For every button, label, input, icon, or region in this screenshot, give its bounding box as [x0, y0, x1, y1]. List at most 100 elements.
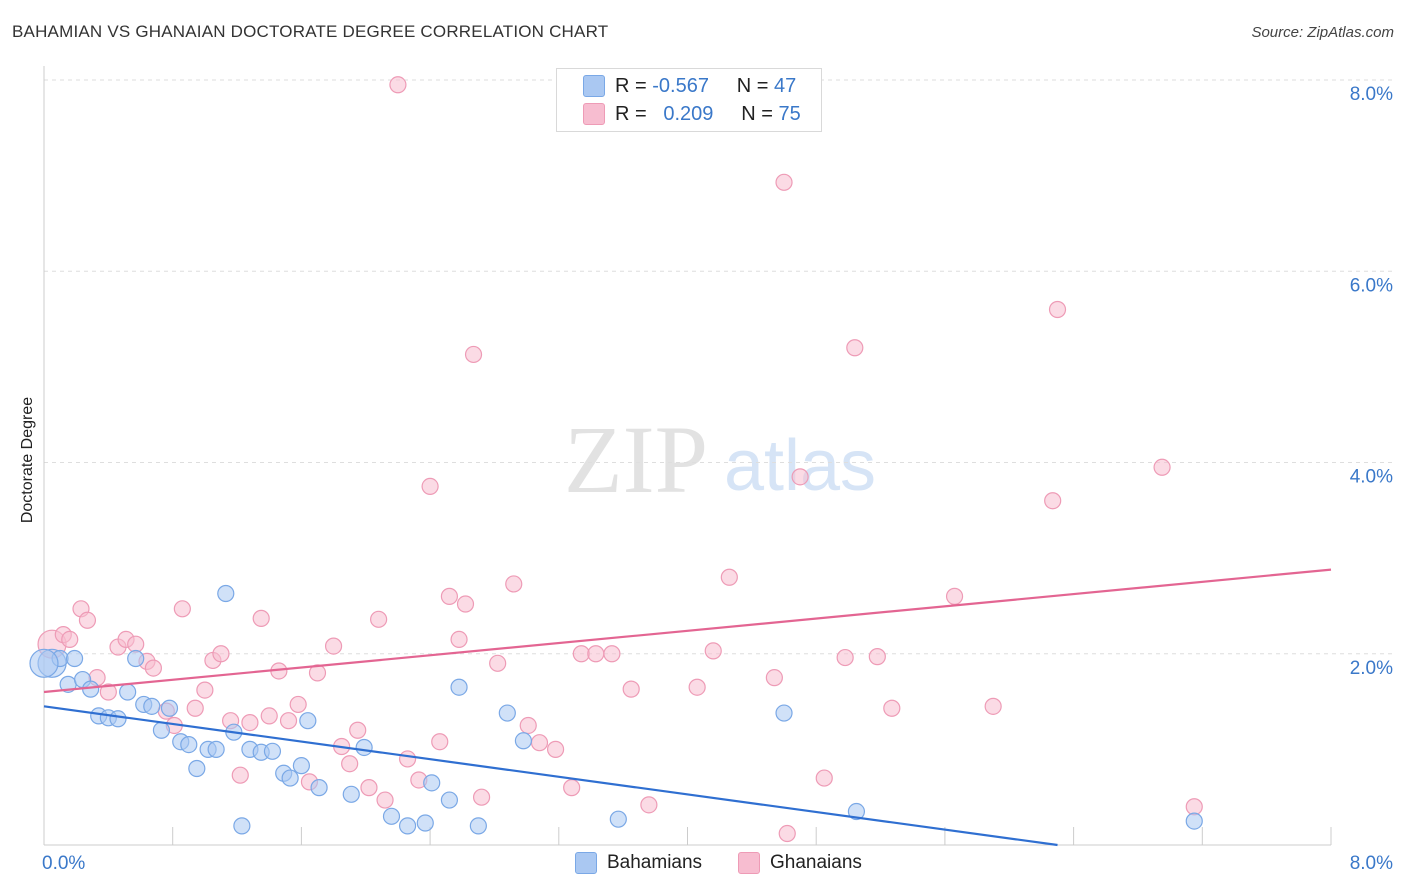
ghanaian-point — [99, 683, 117, 701]
r-label: R = — [615, 102, 647, 125]
ghanaian-point — [260, 707, 278, 725]
ghanaian-point — [546, 740, 565, 758]
bahamian-point — [207, 740, 225, 758]
ghanaian-point — [815, 769, 833, 787]
bahamian-point — [65, 649, 84, 668]
ghanaian-point — [61, 630, 79, 649]
ghanaian-point — [360, 779, 378, 797]
bahamian-point — [299, 712, 317, 730]
bahamian-point — [160, 699, 179, 717]
ghanaian-point — [587, 645, 605, 663]
n-label: N = — [736, 74, 769, 97]
n-value: 47 — [774, 74, 797, 97]
ghanaian-point — [464, 345, 483, 364]
ghanaian-point — [846, 339, 864, 357]
bahamian-point — [152, 721, 171, 739]
ghanaian-point — [173, 600, 191, 618]
x-tick-label: 0.0% — [42, 853, 85, 874]
ghanaian-point — [791, 468, 809, 486]
ghanaian-point — [765, 669, 783, 687]
bahamian-point — [217, 584, 235, 603]
ghanaian-point — [376, 791, 394, 809]
bahamian-point — [143, 697, 161, 715]
ghanaian-point — [324, 637, 343, 655]
bahamian-point — [498, 704, 516, 722]
r-label: R = — [615, 74, 647, 97]
ghanaian-point — [308, 664, 327, 682]
ghanaian-point — [1044, 492, 1062, 510]
legend-item-ghanaians[interactable]: Ghanaians — [738, 852, 862, 874]
bahamian-point — [469, 817, 487, 835]
y-tick-label: 6.0% — [1350, 275, 1393, 296]
legend-item-bahamians[interactable]: Bahamians — [575, 852, 702, 874]
r-value: -0.567 — [652, 74, 709, 97]
ghanaian-point — [421, 477, 439, 496]
ghanaian-point — [704, 642, 722, 660]
ghanaian-point — [349, 721, 367, 739]
bahamian-point — [342, 785, 360, 803]
y-tick-label: 4.0% — [1350, 467, 1393, 488]
ghanaian-point — [775, 173, 793, 191]
legend-label: Bahamians — [607, 852, 703, 873]
ghanaian-point — [505, 575, 523, 593]
n-value: 75 — [778, 102, 801, 125]
ghanaian-point — [1185, 798, 1203, 816]
ghanaian-point — [984, 697, 1002, 715]
ghanaian-point — [450, 630, 468, 649]
bahamian-point — [29, 648, 59, 678]
ghanaian-point — [530, 734, 549, 752]
bahamian-point — [188, 759, 206, 778]
bahamian-point — [514, 732, 533, 750]
ghanaian-point — [241, 713, 259, 732]
watermark-zip: ZIP — [564, 406, 708, 513]
bahamian-point — [355, 738, 373, 757]
ghanaian-point — [252, 609, 270, 627]
series-legend: Bahamians Ghanaians — [0, 850, 1406, 878]
bahamian-point — [775, 704, 793, 722]
ghanaian-point — [144, 659, 162, 677]
ghanaian-point — [778, 824, 796, 843]
bahamian-point — [423, 774, 441, 792]
bahamian-point — [398, 817, 417, 835]
ghanaian-point — [127, 635, 145, 653]
ghanaian-point — [519, 716, 537, 735]
bahamian-point — [119, 683, 137, 701]
watermark: ZIP atlas — [564, 406, 876, 513]
ghanaian-point — [78, 611, 97, 629]
bahamian-point — [180, 735, 198, 754]
y-tick-label: 8.0% — [1350, 84, 1393, 105]
bahamian-trend-line — [43, 705, 1058, 847]
bahamian-point — [609, 810, 627, 828]
bahamian-point — [263, 742, 282, 760]
legend-label: Ghanaians — [770, 852, 862, 873]
ghanaian-point — [212, 645, 230, 663]
bahamian-point — [233, 817, 251, 835]
bahamian-point — [382, 807, 401, 825]
ghanaian-point — [688, 678, 706, 696]
bahamian-point — [127, 649, 145, 668]
ghanaian-point — [1048, 300, 1067, 319]
ghanaian-point — [868, 648, 886, 666]
ghanaian-point — [883, 699, 901, 717]
chart-title: BAHAMIAN VS GHANAIAN DOCTORATE DEGREE CO… — [12, 22, 609, 41]
ghanaians-swatch — [583, 103, 605, 125]
bahamian-point — [310, 779, 328, 797]
correlation-legend: R = -0.567 N = 47 R = 0.209 N = 75 — [556, 68, 822, 132]
ghanaian-trend-line — [43, 568, 1332, 694]
y-tick-label: 2.0% — [1350, 658, 1393, 679]
ghanaian-point — [341, 755, 359, 773]
ghanaian-point — [563, 779, 581, 797]
bahamians-legend-swatch — [575, 852, 597, 874]
ghanaian-point — [489, 654, 507, 672]
ghanaian-point — [456, 595, 475, 613]
ghanaian-point — [196, 681, 214, 699]
ghanaian-point — [398, 750, 417, 768]
bahamian-point — [440, 791, 459, 809]
ghanaian-point — [1153, 458, 1171, 476]
ghanaian-point — [279, 712, 298, 730]
ghanaian-point — [720, 568, 738, 586]
ghanaian-point — [389, 76, 407, 94]
ghanaian-point — [289, 695, 307, 714]
bahamian-point — [292, 757, 310, 775]
